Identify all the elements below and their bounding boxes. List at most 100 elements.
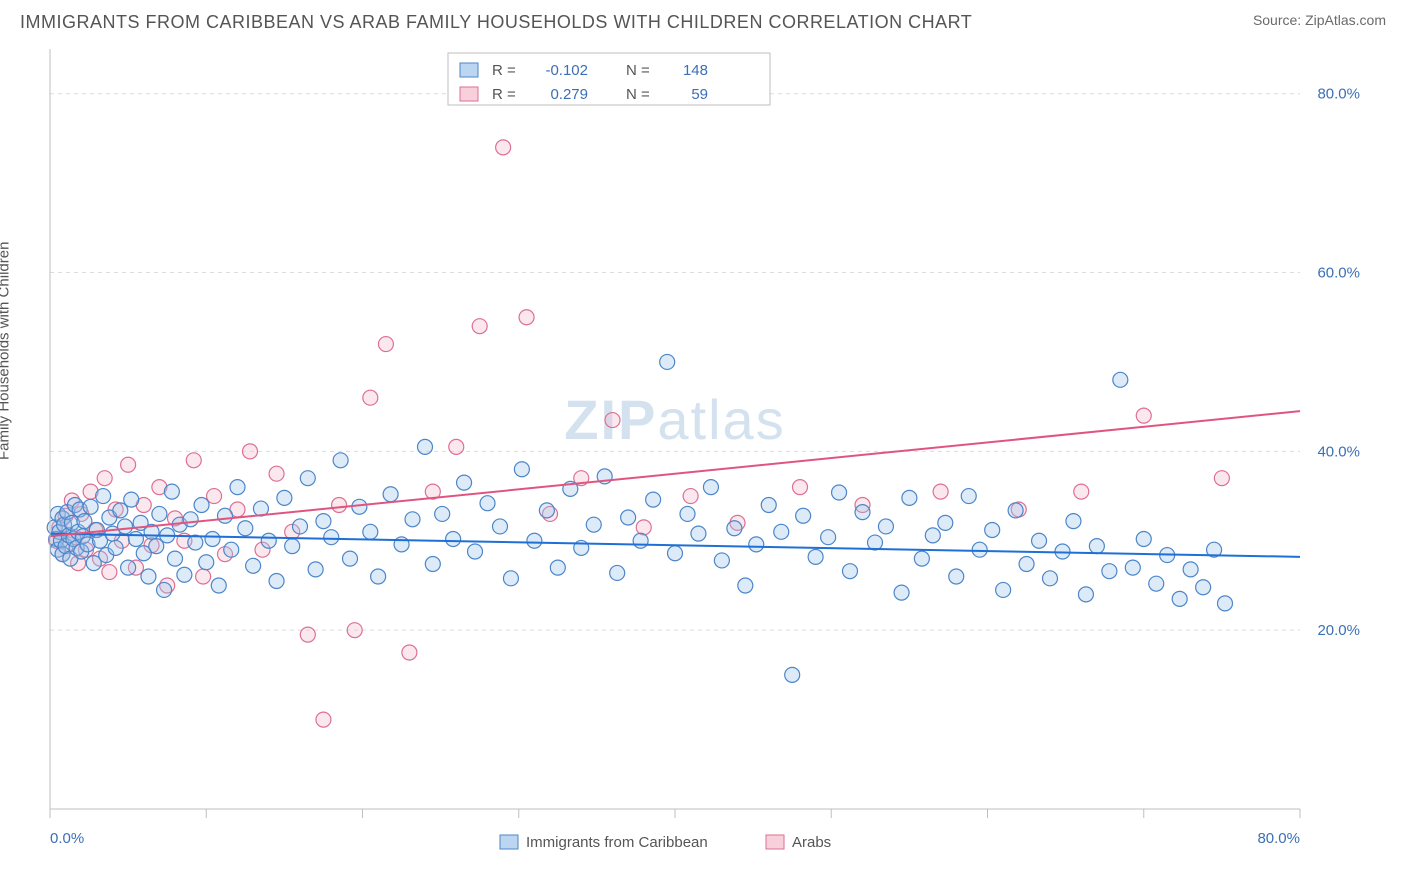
data-point-caribbean <box>194 498 209 513</box>
data-point-caribbean <box>300 471 315 486</box>
data-point-caribbean <box>316 514 331 529</box>
data-point-arabs <box>300 627 315 642</box>
data-point-caribbean <box>527 533 542 548</box>
data-point-caribbean <box>218 508 233 523</box>
data-point-arabs <box>332 498 347 513</box>
data-point-caribbean <box>996 582 1011 597</box>
bottom-legend-swatch <box>500 835 518 849</box>
data-point-caribbean <box>77 514 92 529</box>
data-point-caribbean <box>550 560 565 575</box>
data-point-caribbean <box>646 492 661 507</box>
data-point-caribbean <box>586 517 601 532</box>
data-point-caribbean <box>961 489 976 504</box>
watermark: ZIPatlas <box>564 388 785 451</box>
bottom-legend-label: Arabs <box>792 834 831 851</box>
data-point-caribbean <box>177 567 192 582</box>
data-point-caribbean <box>425 557 440 572</box>
source-label: Source: ZipAtlas.com <box>1253 12 1386 28</box>
data-point-arabs <box>97 471 112 486</box>
data-point-caribbean <box>285 539 300 554</box>
data-point-arabs <box>1074 484 1089 499</box>
header: IMMIGRANTS FROM CARIBBEAN VS ARAB FAMILY… <box>0 0 1406 39</box>
data-point-caribbean <box>1089 539 1104 554</box>
bottom-legend-swatch <box>766 835 784 849</box>
legend-r-value: 0.279 <box>550 86 588 103</box>
x-tick-label: 0.0% <box>50 830 84 847</box>
data-point-caribbean <box>785 667 800 682</box>
data-point-caribbean <box>211 578 226 593</box>
data-point-caribbean <box>121 560 136 575</box>
legend-swatch <box>460 87 478 101</box>
data-point-caribbean <box>230 480 245 495</box>
data-point-caribbean <box>199 555 214 570</box>
data-point-arabs <box>196 569 211 584</box>
data-point-caribbean <box>224 542 239 557</box>
data-point-caribbean <box>539 503 554 518</box>
data-point-caribbean <box>1019 557 1034 572</box>
data-point-caribbean <box>972 542 987 557</box>
data-point-caribbean <box>269 574 284 589</box>
data-point-caribbean <box>985 523 1000 538</box>
data-point-caribbean <box>1043 571 1058 586</box>
y-tick-label: 80.0% <box>1317 86 1360 103</box>
data-point-caribbean <box>1136 531 1151 546</box>
data-point-caribbean <box>738 578 753 593</box>
data-point-arabs <box>402 645 417 660</box>
legend-swatch <box>460 63 478 77</box>
data-point-caribbean <box>405 512 420 527</box>
data-point-caribbean <box>832 485 847 500</box>
data-point-arabs <box>316 712 331 727</box>
data-point-caribbean <box>761 498 776 513</box>
data-point-arabs <box>102 565 117 580</box>
legend-r-label: R = <box>492 86 516 103</box>
data-point-caribbean <box>949 569 964 584</box>
data-point-caribbean <box>843 564 858 579</box>
legend-n-label: N = <box>626 62 650 79</box>
bottom-legend-label: Immigrants from Caribbean <box>526 834 708 851</box>
data-point-arabs <box>933 484 948 499</box>
data-point-caribbean <box>1218 596 1233 611</box>
data-point-caribbean <box>514 462 529 477</box>
data-point-arabs <box>605 413 620 428</box>
data-point-caribbean <box>83 499 98 514</box>
data-point-caribbean <box>703 480 718 495</box>
data-point-caribbean <box>1113 372 1128 387</box>
data-point-caribbean <box>938 515 953 530</box>
data-point-caribbean <box>435 506 450 521</box>
data-point-caribbean <box>1008 503 1023 518</box>
data-point-caribbean <box>480 496 495 511</box>
data-point-caribbean <box>152 506 167 521</box>
data-point-arabs <box>269 466 284 481</box>
legend-r-label: R = <box>492 62 516 79</box>
data-point-caribbean <box>246 558 261 573</box>
data-point-arabs <box>121 457 136 472</box>
y-tick-label: 20.0% <box>1317 622 1360 639</box>
data-point-caribbean <box>118 519 133 534</box>
data-point-caribbean <box>1078 587 1093 602</box>
data-point-caribbean <box>1066 514 1081 529</box>
data-point-caribbean <box>108 540 123 555</box>
data-point-caribbean <box>183 512 198 527</box>
data-point-caribbean <box>503 571 518 586</box>
data-point-caribbean <box>383 487 398 502</box>
data-point-caribbean <box>914 551 929 566</box>
data-point-caribbean <box>277 490 292 505</box>
data-point-caribbean <box>457 475 472 490</box>
data-point-arabs <box>363 390 378 405</box>
data-point-caribbean <box>1172 591 1187 606</box>
data-point-arabs <box>472 319 487 334</box>
data-point-arabs <box>496 140 511 155</box>
data-point-caribbean <box>855 505 870 520</box>
data-point-caribbean <box>205 531 220 546</box>
data-point-caribbean <box>1196 580 1211 595</box>
data-point-caribbean <box>925 528 940 543</box>
data-point-caribbean <box>363 524 378 539</box>
data-point-caribbean <box>610 565 625 580</box>
data-point-caribbean <box>371 569 386 584</box>
data-point-caribbean <box>808 549 823 564</box>
data-point-caribbean <box>157 582 172 597</box>
data-point-caribbean <box>894 585 909 600</box>
data-point-caribbean <box>493 519 508 534</box>
data-point-caribbean <box>902 490 917 505</box>
data-point-arabs <box>378 337 393 352</box>
